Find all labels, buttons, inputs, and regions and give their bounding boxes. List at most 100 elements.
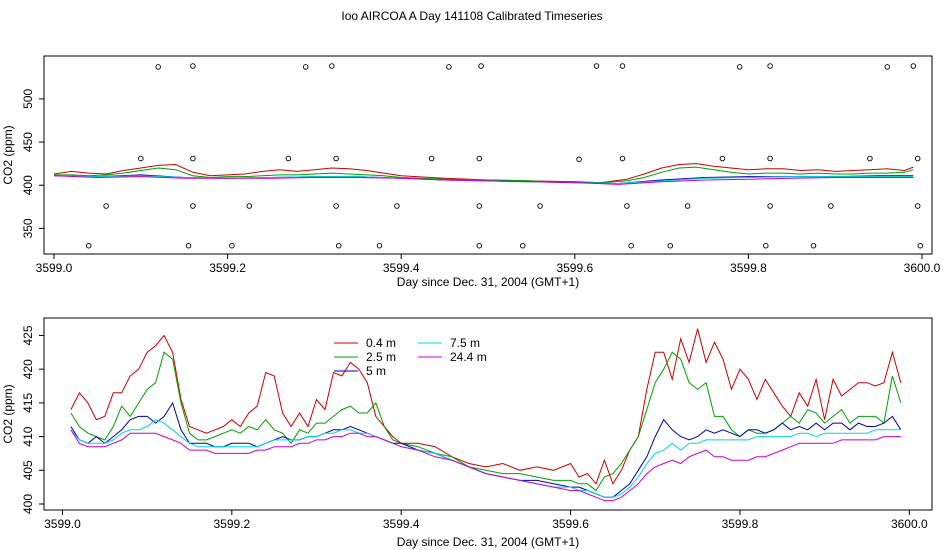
plot-frame	[43, 317, 933, 511]
data-point-marker	[624, 203, 630, 209]
y-axis: 400 405 410 415 420 425	[21, 325, 44, 514]
data-point-marker	[394, 203, 400, 209]
series-line-0-4-m	[70, 328, 902, 485]
legend-label: 24.4 m	[450, 350, 487, 364]
series-group	[53, 163, 914, 185]
x-tick-label: 3599.2	[209, 261, 246, 275]
y-tick-label: 400	[21, 494, 35, 514]
series-line-trace-2	[54, 166, 914, 184]
x-tick-label: 3599.8	[730, 261, 767, 275]
data-point-marker	[736, 64, 743, 70]
series-group	[70, 328, 902, 502]
data-point-marker	[576, 156, 582, 163]
x-tick-label: 3599.0	[36, 261, 73, 275]
legend-label: 2.5 m	[366, 350, 396, 364]
data-point-marker	[138, 155, 144, 162]
data-point-marker	[593, 63, 600, 69]
data-point-marker	[333, 203, 339, 209]
data-point-marker	[619, 155, 626, 162]
data-point-marker	[917, 242, 924, 249]
data-point-marker	[628, 242, 634, 249]
data-point-marker	[767, 203, 773, 209]
legend-label: 7.5 m	[450, 336, 480, 350]
series-line-7-5-m	[70, 419, 901, 498]
data-point-marker	[333, 155, 339, 162]
series-line-trace-3	[53, 174, 914, 185]
y-tick-label: 450	[21, 132, 35, 152]
data-point-marker	[684, 203, 691, 209]
y-axis-title: CO2 (ppm)	[1, 125, 15, 184]
data-point-marker	[867, 155, 873, 162]
y-axis: 350 400 450 500	[21, 89, 44, 238]
data-point-marker	[828, 203, 834, 209]
data-point-marker	[190, 63, 196, 69]
x-tick-label: 3600.0	[891, 517, 928, 531]
data-point-marker	[810, 242, 817, 249]
legend-label: 0.4 m	[366, 336, 396, 350]
legend: 0.4 m2.5 m5 m 7.5 m24.4 m	[334, 336, 487, 378]
plot-frame	[43, 55, 933, 255]
x-tick-label: 3599.6	[556, 261, 593, 275]
legend-label: 5 m	[366, 364, 386, 378]
figure-title: Ioo AIRCOA A Day 141108 Calibrated Times…	[341, 9, 602, 23]
data-point-marker	[446, 64, 452, 70]
x-axis-title: Day since Dec. 31, 2004 (GMT+1)	[397, 535, 579, 549]
data-point-marker	[667, 242, 674, 249]
data-point-marker	[85, 242, 92, 249]
x-tick-label: 3599.4	[383, 517, 420, 531]
x-tick-label: 3599.2	[213, 517, 250, 531]
y-tick-label: 425	[21, 325, 35, 345]
data-point-marker	[376, 242, 383, 249]
data-point-marker	[478, 63, 484, 69]
data-point-marker	[476, 203, 483, 209]
x-tick-label: 3599.8	[722, 517, 759, 531]
x-axis-title: Day since Dec. 31, 2004 (GMT+1)	[397, 275, 579, 289]
data-point-marker	[190, 155, 196, 162]
data-point-marker	[302, 64, 309, 70]
data-point-marker	[476, 155, 483, 162]
y-tick-label: 415	[21, 393, 35, 413]
data-point-marker	[185, 242, 192, 249]
series-line-2-5-m	[70, 351, 902, 492]
data-point-marker	[619, 63, 626, 69]
data-point-marker	[246, 203, 253, 209]
data-point-marker	[519, 242, 526, 249]
data-point-marker	[537, 203, 543, 209]
data-point-marker	[763, 242, 769, 249]
marker-group	[85, 63, 924, 249]
x-tick-label: 3600.0	[904, 261, 941, 275]
data-point-marker	[884, 64, 891, 70]
x-tick-label: 3599.0	[44, 517, 81, 531]
data-point-marker	[329, 63, 335, 69]
data-point-marker	[767, 155, 773, 162]
y-tick-label: 500	[21, 89, 35, 109]
data-point-marker	[914, 203, 921, 209]
x-axis: 3599.0 3599.2 3599.4 3599.6 3599.8 3600.0	[36, 254, 941, 275]
series-line-24-4-m	[70, 429, 901, 502]
series-line-trace-5	[53, 175, 914, 185]
x-tick-label: 3599.6	[552, 517, 589, 531]
x-axis: 3599.0 3599.2 3599.4 3599.6 3599.8 3600.0	[44, 510, 928, 531]
x-tick-label: 3599.4	[383, 261, 420, 275]
data-point-marker	[155, 64, 161, 70]
y-tick-label: 400	[21, 175, 35, 195]
y-tick-label: 410	[21, 426, 35, 446]
data-point-marker	[103, 203, 109, 209]
data-point-marker	[335, 242, 342, 249]
data-point-marker	[914, 155, 921, 162]
data-point-marker	[428, 155, 435, 162]
data-point-marker	[285, 155, 292, 162]
y-tick-label: 350	[21, 218, 35, 238]
data-point-marker	[767, 63, 773, 69]
y-axis-title: CO2 (ppm)	[1, 384, 15, 443]
data-point-marker	[719, 155, 726, 162]
data-point-marker	[190, 203, 196, 209]
y-tick-label: 420	[21, 359, 35, 379]
chart-panel-all-levels: 3599.0 3599.2 3599.4 3599.6 3599.8 3600.0 350…	[1, 55, 941, 289]
data-point-marker	[229, 242, 235, 249]
chart-panel-detail: 3599.0 3599.2 3599.4 3599.6 3599.8 3600.0 400…	[1, 317, 933, 549]
y-tick-label: 405	[21, 460, 35, 480]
data-point-marker	[476, 242, 483, 249]
data-point-marker	[910, 63, 917, 69]
